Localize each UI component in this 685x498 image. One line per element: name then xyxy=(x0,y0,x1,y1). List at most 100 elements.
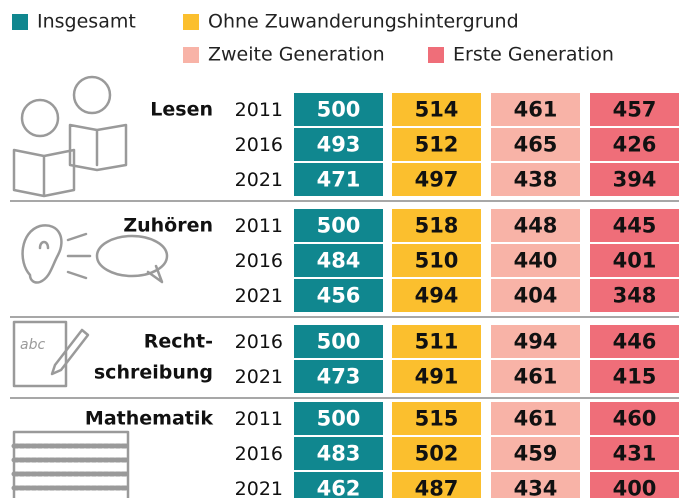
year: 2011 xyxy=(235,215,283,237)
cell-value: 500 xyxy=(317,330,361,354)
cell xyxy=(590,402,679,435)
cell-value: 511 xyxy=(415,330,459,354)
cell-value: 440 xyxy=(514,249,558,273)
cell xyxy=(294,209,383,242)
group-label: Mathematik xyxy=(85,408,213,430)
cell-value: 483 xyxy=(317,442,361,466)
cell xyxy=(491,93,580,126)
legend-swatch xyxy=(183,47,199,63)
cell-value: 461 xyxy=(514,407,558,431)
cell-value: 494 xyxy=(514,330,558,354)
cell-value: 471 xyxy=(317,168,361,192)
year: 2021 xyxy=(235,478,283,498)
cell xyxy=(590,279,679,312)
group-label: Lesen xyxy=(150,99,213,121)
cell xyxy=(590,244,679,277)
cell-value: 461 xyxy=(514,98,558,122)
cell xyxy=(294,360,383,393)
year: 2021 xyxy=(235,169,283,191)
cell-value: 461 xyxy=(514,365,558,389)
cell-value: 510 xyxy=(415,249,459,273)
cell xyxy=(491,402,580,435)
year: 2011 xyxy=(235,408,283,430)
cell xyxy=(491,209,580,242)
cell-value: 348 xyxy=(613,284,657,308)
cell xyxy=(392,163,481,196)
legend-label: Ohne Zuwanderungshintergrund xyxy=(208,11,519,33)
cell xyxy=(392,209,481,242)
legend-label: Zweite Generation xyxy=(208,44,385,66)
cell-value: 497 xyxy=(415,168,459,192)
cell xyxy=(590,128,679,161)
cell-value: 515 xyxy=(415,407,459,431)
cell xyxy=(590,325,679,358)
cell xyxy=(590,93,679,126)
cell xyxy=(294,93,383,126)
cell xyxy=(491,128,580,161)
cell xyxy=(590,472,679,498)
year: 2016 xyxy=(235,134,283,156)
year: 2016 xyxy=(235,331,283,353)
cell xyxy=(294,163,383,196)
cell-value: 491 xyxy=(415,365,459,389)
cell xyxy=(491,279,580,312)
listening-icon xyxy=(21,224,169,284)
legend-label: Insgesamt xyxy=(37,11,136,33)
cell-value: 462 xyxy=(317,477,361,498)
reading-icon xyxy=(12,75,128,198)
cell xyxy=(392,279,481,312)
cell-value: 456 xyxy=(317,284,361,308)
cell xyxy=(294,128,383,161)
cell-value: 460 xyxy=(613,407,657,431)
cell-value: 493 xyxy=(317,133,361,157)
cell-value: 518 xyxy=(415,214,459,238)
legend-swatch xyxy=(12,14,28,30)
group-label: schreibung xyxy=(94,362,213,384)
cell xyxy=(491,437,580,470)
cell-value: 465 xyxy=(514,133,558,157)
cell xyxy=(294,325,383,358)
cell-value: 514 xyxy=(415,98,459,122)
cell xyxy=(392,360,481,393)
year: 2021 xyxy=(235,366,283,388)
cell xyxy=(491,163,580,196)
legend-swatch xyxy=(183,14,199,30)
abc: abc xyxy=(20,337,45,353)
cell-value: 494 xyxy=(415,284,459,308)
cell-value: 404 xyxy=(514,284,558,308)
group-label: Zuhören xyxy=(123,215,213,237)
cell-value: 473 xyxy=(317,365,361,389)
cell xyxy=(392,325,481,358)
cell-value: 431 xyxy=(613,442,657,466)
year: 2016 xyxy=(235,443,283,465)
cell-value: 500 xyxy=(317,98,361,122)
cell-value: 394 xyxy=(613,168,657,192)
cell-value: 434 xyxy=(514,477,558,498)
year: 2011 xyxy=(235,99,283,121)
cell xyxy=(392,128,481,161)
cell-value: 502 xyxy=(415,442,459,466)
abacus-icon xyxy=(11,430,131,498)
cell-value: 500 xyxy=(317,214,361,238)
cell xyxy=(491,472,580,498)
cell-value: 457 xyxy=(613,98,657,122)
cell-value: 400 xyxy=(613,477,657,498)
cell-value: 438 xyxy=(514,168,558,192)
cell-value: 415 xyxy=(613,365,657,389)
year: 2021 xyxy=(235,285,283,307)
cell-value: 448 xyxy=(514,214,558,238)
group-label: Recht- xyxy=(144,331,213,353)
cell xyxy=(392,93,481,126)
cell xyxy=(294,402,383,435)
cell xyxy=(590,163,679,196)
legend-swatch xyxy=(428,47,444,63)
year: 2016 xyxy=(235,250,283,272)
legend-label: Erste Generation xyxy=(453,44,614,66)
cell xyxy=(392,244,481,277)
cell xyxy=(590,360,679,393)
spelling-icon: abc xyxy=(12,320,90,388)
cell xyxy=(392,402,481,435)
cell-value: 512 xyxy=(415,133,459,157)
cell xyxy=(392,472,481,498)
